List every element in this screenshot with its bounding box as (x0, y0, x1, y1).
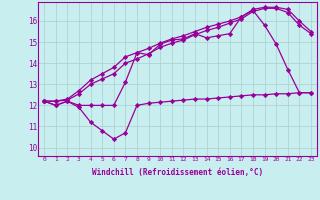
X-axis label: Windchill (Refroidissement éolien,°C): Windchill (Refroidissement éolien,°C) (92, 168, 263, 177)
